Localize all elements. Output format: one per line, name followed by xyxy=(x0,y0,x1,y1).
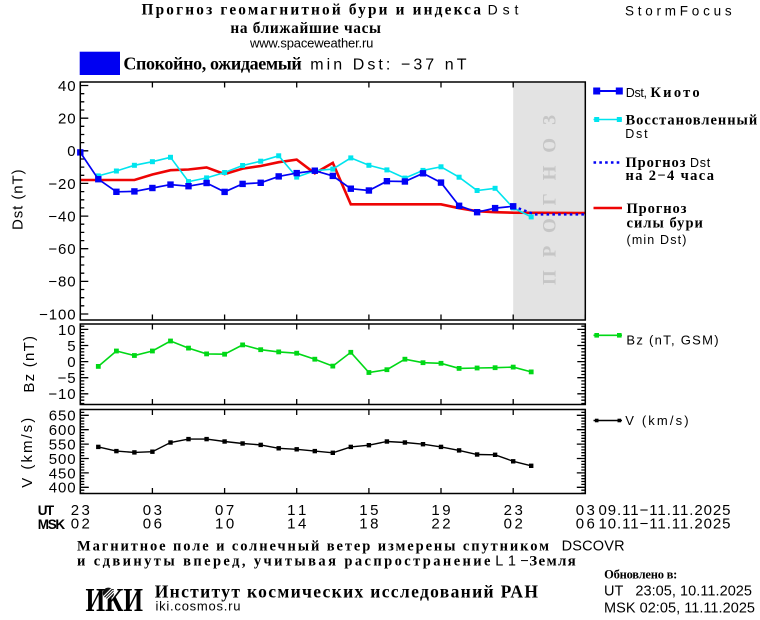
svg-text:UT 23:05, 10.11.2025: UT 23:05, 10.11.2025 xyxy=(604,584,752,600)
svg-text:Dst: Dst xyxy=(488,1,519,17)
svg-text:V (km/s): V (km/s) xyxy=(625,413,688,428)
svg-text:Bz (nT): Bz (nT) xyxy=(21,336,38,393)
svg-text:Dst,: Dst, xyxy=(626,86,647,100)
svg-text:Земля: Земля xyxy=(529,554,576,570)
svg-text:Спокойно, ожидаемый: Спокойно, ожидаемый xyxy=(123,54,301,74)
svg-text:силы бури: силы бури xyxy=(627,216,703,232)
svg-text:www.spaceweather.ru: www.spaceweather.ru xyxy=(249,36,373,51)
svg-text:400: 400 xyxy=(49,480,77,497)
svg-text:Восстановленный: Восстановленный xyxy=(626,113,758,129)
svg-text:550: 550 xyxy=(49,436,77,453)
svg-text:Dst (nT): Dst (nT) xyxy=(10,169,27,230)
svg-text:на 2−4 часа: на 2−4 часа xyxy=(626,168,715,184)
svg-text:Bz (nT, GSM): Bz (nT, GSM) xyxy=(626,332,718,347)
svg-text:−20: −20 xyxy=(48,176,76,193)
svg-text:Магнитное поле и солнечный вет: Магнитное поле и солнечный ветер измерен… xyxy=(77,538,549,554)
svg-text:−10: −10 xyxy=(48,386,76,403)
svg-text:10.11−11.11.2025: 10.11−11.11.2025 xyxy=(599,516,731,533)
svg-text:0: 0 xyxy=(67,354,76,371)
svg-text:650: 650 xyxy=(49,408,77,425)
svg-text:(min Dst): (min Dst) xyxy=(627,233,687,247)
svg-text:DSCOVR: DSCOVR xyxy=(562,538,625,554)
svg-text:20: 20 xyxy=(58,111,77,128)
svg-text:Обновлено в:: Обновлено в: xyxy=(604,568,677,582)
svg-text:600: 600 xyxy=(49,422,77,439)
svg-text:MSK 02:05, 11.11.2025: MSK 02:05, 11.11.2025 xyxy=(604,601,755,617)
svg-text:−100: −100 xyxy=(39,306,76,323)
svg-text:40: 40 xyxy=(58,78,77,95)
svg-text:500: 500 xyxy=(49,451,77,468)
svg-text:−40: −40 xyxy=(48,208,76,225)
svg-text:Dst: Dst xyxy=(625,127,648,141)
svg-text:на ближайшие часы: на ближайшие часы xyxy=(230,20,381,37)
svg-text:−5: −5 xyxy=(58,370,77,387)
svg-text:−80: −80 xyxy=(48,274,76,291)
svg-text:Dst: Dst xyxy=(690,156,711,170)
svg-text:Прогноз: Прогноз xyxy=(626,155,686,171)
svg-text:MSK: MSK xyxy=(38,517,66,532)
svg-text:10: 10 xyxy=(58,322,77,339)
svg-text:0: 0 xyxy=(67,143,76,160)
svg-text:V (km/s): V (km/s) xyxy=(19,418,36,488)
svg-text:Киото: Киото xyxy=(650,85,699,101)
svg-text:Институт космических исследова: Институт космических исследований РАН xyxy=(155,581,539,601)
svg-text:5: 5 xyxy=(67,338,76,355)
svg-text:UT: UT xyxy=(38,503,55,518)
svg-text:450: 450 xyxy=(49,465,77,482)
svg-text:09.11−11.11.2025: 09.11−11.11.2025 xyxy=(599,502,731,519)
svg-text:Прогноз: Прогноз xyxy=(627,201,687,217)
svg-text:min Dst: −37 nT: min Dst: −37 nT xyxy=(310,57,466,74)
svg-text:ИКИ: ИКИ xyxy=(86,582,144,619)
svg-text:L1−: L1− xyxy=(495,554,529,570)
svg-text:−60: −60 xyxy=(48,241,76,258)
svg-text:и сдвинуты вперед, учитывая ра: и сдвинуты вперед, учитывая распростране… xyxy=(77,554,491,570)
svg-text:Прогноз геомагнитной бури и ин: Прогноз геомагнитной бури и индекса xyxy=(142,1,482,18)
svg-text:iki.cosmos.ru: iki.cosmos.ru xyxy=(156,598,241,613)
